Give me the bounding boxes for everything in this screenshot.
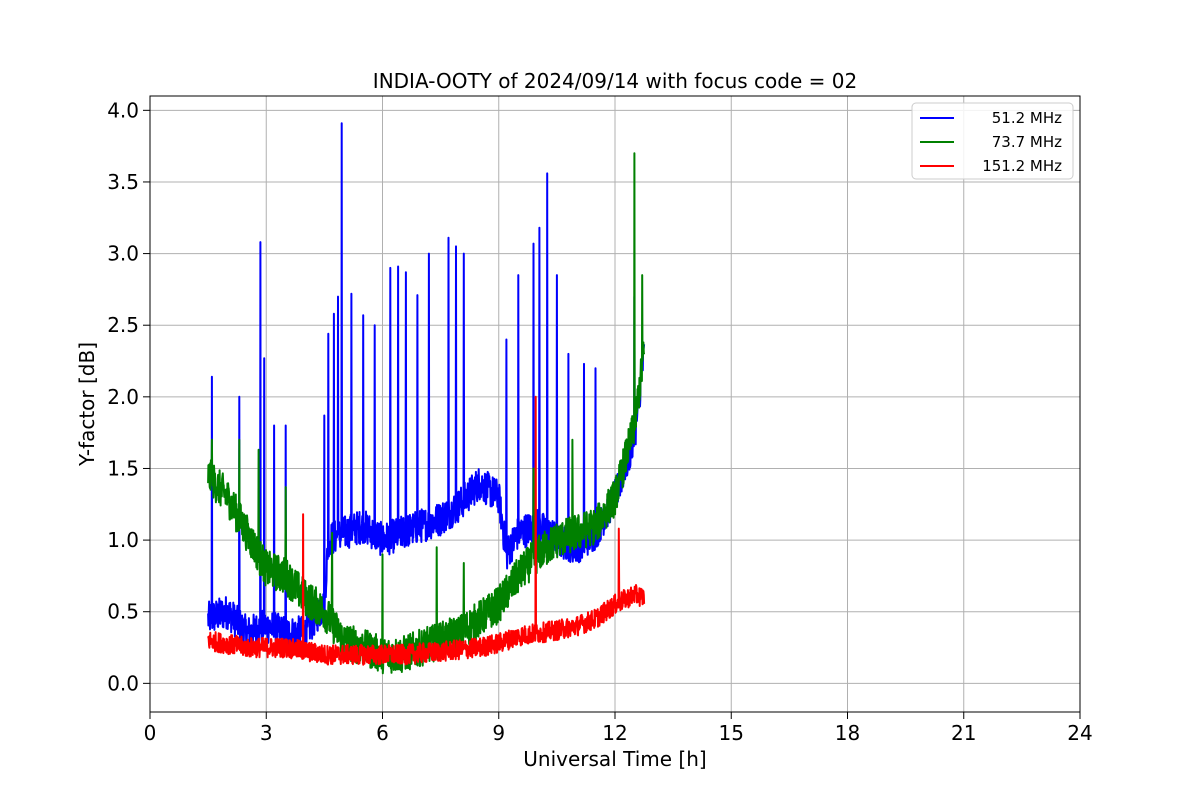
y-axis-label: Y-factor [dB]	[75, 342, 99, 467]
x-tick-label: 18	[835, 721, 860, 745]
x-tick-label: 21	[951, 721, 976, 745]
y-tick-label: 4.0	[107, 98, 139, 122]
y-tick-label: 2.0	[107, 385, 139, 409]
x-tick-label: 3	[260, 721, 273, 745]
legend: 51.2 MHz 73.7 MHz 151.2 MHz	[911, 102, 1074, 180]
x-axis-label: Universal Time [h]	[523, 747, 706, 771]
legend-entry: 73.7 MHz	[992, 133, 1062, 151]
chart-title: INDIA-OOTY of 2024/09/14 with focus code…	[373, 69, 857, 93]
y-tick-label: 1.5	[107, 456, 139, 480]
x-tick-label: 0	[144, 721, 157, 745]
y-tick-label: 2.5	[107, 313, 139, 337]
y-tick-label: 0.5	[107, 600, 139, 624]
y-tick-label: 0.0	[107, 671, 139, 695]
legend-entry: 151.2 MHz	[982, 157, 1062, 175]
y-tick-label: 3.5	[107, 170, 139, 194]
x-tick-label: 24	[1067, 721, 1092, 745]
series-layer	[207, 122, 646, 675]
legend-box	[911, 102, 1074, 180]
x-tick-label: 6	[376, 721, 389, 745]
x-tick-label: 9	[492, 721, 505, 745]
series-line-3	[207, 395, 646, 666]
y-tick-label: 3.0	[107, 242, 139, 266]
legend-entry: 51.2 MHz	[992, 109, 1062, 127]
x-tick-label: 15	[719, 721, 744, 745]
y-tick-label: 1.0	[107, 528, 139, 552]
x-axis-ticks: 0 3 6 9 12 15 18 21 24	[144, 712, 1093, 745]
plot-area	[207, 122, 646, 675]
x-tick-label: 12	[602, 721, 627, 745]
series-line-2	[207, 152, 646, 675]
y-axis-ticks: 0.0 0.5 1.0 1.5 2.0 2.5 3.0 3.5 4.0	[107, 98, 150, 695]
